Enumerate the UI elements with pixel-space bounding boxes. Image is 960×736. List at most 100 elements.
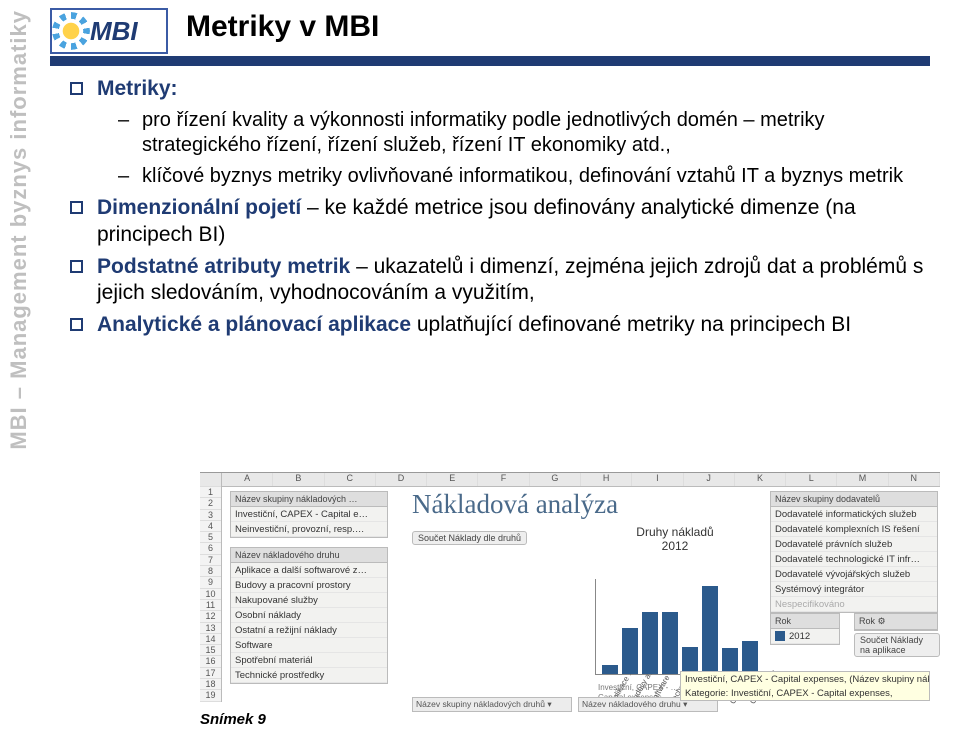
row-number: 14	[200, 634, 221, 645]
slicer-cost-group[interactable]: Název skupiny nákladových … Investiční, …	[230, 491, 388, 538]
row-number: 19	[200, 690, 221, 701]
slicer-cost-type[interactable]: Název nákladového druhu Aplikace a další…	[230, 547, 388, 684]
bullet-label: Metriky:	[97, 76, 178, 102]
square-bullet-icon	[70, 260, 83, 273]
slicer-item[interactable]: Budovy a pracovní prostory	[231, 578, 387, 593]
chart-tooltip: Investiční, CAPEX - Capital expenses, (N…	[680, 671, 930, 701]
dash-icon: –	[118, 108, 132, 158]
slicer-item[interactable]: Systémový integrátor	[771, 582, 937, 597]
dash-icon: –	[118, 164, 132, 189]
slicer-year[interactable]: Rok 2012	[770, 613, 840, 645]
row-number: 5	[200, 532, 221, 543]
row-number: 11	[200, 600, 221, 611]
bullet-analyticke: Analytické a plánovací aplikace uplatňuj…	[70, 312, 930, 338]
row-number: 4	[200, 521, 221, 532]
sun-icon	[56, 16, 86, 46]
slicer-item[interactable]: 2012	[771, 629, 839, 644]
sub-bullet-text: klíčové byznys metriky ovlivňované infor…	[142, 164, 903, 189]
mbi-logo: MBI	[50, 8, 168, 54]
slicer-item[interactable]: Dodavatelé vývojářských služeb	[771, 567, 937, 582]
slicer-suppliers[interactable]: Název skupiny dodavatelů Dodavatelé info…	[770, 491, 938, 613]
bullet-text: Dimenzionální pojetí – ke každé metrice …	[97, 195, 930, 248]
bullet-rest: uplatňující definované metriky na princi…	[411, 313, 851, 336]
slicer-item[interactable]: Ostatní a režijní náklady	[231, 623, 387, 638]
bullet-highlight: Analytické a plánovací aplikace	[97, 313, 411, 336]
column-letter: G	[530, 473, 581, 486]
analysis-title: Nákladová analýza	[412, 489, 618, 520]
sidebar-vertical-label: MBI – Management byznys informatiky	[6, 10, 32, 450]
column-letter: I	[632, 473, 683, 486]
column-letter: E	[427, 473, 478, 486]
column-letter: A	[222, 473, 273, 486]
logo-text: MBI	[90, 16, 138, 47]
bullet-dimenzionalni: Dimenzionální pojetí – ke každé metrice …	[70, 195, 930, 248]
slicer-item[interactable]: Spotřební materiál	[231, 653, 387, 668]
bullet-metriky: Metriky:	[70, 76, 930, 102]
row-number: 16	[200, 656, 221, 667]
row-number: 18	[200, 679, 221, 690]
chart-bar	[622, 628, 638, 674]
column-letter: D	[376, 473, 427, 486]
bullet-text: Podstatné atributy metrik – ukazatelů i …	[97, 254, 930, 307]
measure-pill[interactable]: Součet Náklady dle druhů	[412, 531, 527, 545]
excel-column-headers: ABCDEFGHIJKLMN	[222, 473, 940, 487]
bar-chart: Aplikace …Budovy a…SoftwareTechnick…Budo…	[595, 579, 767, 675]
year-settings[interactable]: Rok ⚙	[854, 613, 938, 631]
excel-row-numbers: 12345678910111213141516171819	[200, 473, 222, 702]
chart-title: Druhy nákladů2012	[610, 525, 740, 553]
excel-screenshot: 12345678910111213141516171819 ABCDEFGHIJ…	[200, 472, 940, 702]
slide-number: Snímek 9	[200, 711, 266, 728]
row-number: 15	[200, 645, 221, 656]
square-bullet-icon	[70, 82, 83, 95]
bullet-highlight: Dimenzionální pojetí	[97, 196, 301, 219]
square-bullet-icon	[70, 318, 83, 331]
measure-pill-2[interactable]: Součet Náklady na aplikace	[854, 633, 940, 657]
slicer-item[interactable]: Dodavatelé technologické IT infr…	[771, 552, 937, 567]
column-letter: J	[684, 473, 735, 486]
chart-bar	[602, 665, 618, 674]
row-number: 17	[200, 668, 221, 679]
slicer-item[interactable]: Nakupované služby	[231, 593, 387, 608]
slicer-item[interactable]: Nespecifikováno	[771, 597, 937, 612]
filter-cost-group[interactable]: Název skupiny nákladových druhů ▾	[412, 697, 572, 712]
column-letter: M	[837, 473, 888, 486]
slicer-item[interactable]: Technické prostředky	[231, 668, 387, 683]
row-number: 12	[200, 611, 221, 622]
row-number: 10	[200, 589, 221, 600]
bullet-text: Analytické a plánovací aplikace uplatňuj…	[97, 312, 851, 338]
slicer-header: Název nákladového druhu	[231, 548, 387, 563]
square-bullet-icon	[70, 201, 83, 214]
tooltip-line: Kategorie: Investiční, CAPEX - Capital e…	[681, 686, 929, 700]
slicer-item[interactable]: Investiční, CAPEX - Capital e…	[231, 507, 387, 522]
slicer-item[interactable]: Software	[231, 638, 387, 653]
chart-bar	[662, 612, 678, 674]
title-underline	[50, 56, 930, 66]
column-letter: C	[325, 473, 376, 486]
slicer-item[interactable]: Aplikace a další softwarové z…	[231, 563, 387, 578]
slicer-item[interactable]: Dodavatelé informatických služeb	[771, 507, 937, 522]
column-letter: B	[273, 473, 324, 486]
column-letter: F	[478, 473, 529, 486]
row-number: 6	[200, 543, 221, 554]
slicer-header: Název skupiny dodavatelů	[771, 492, 937, 507]
chart-bar	[642, 612, 658, 674]
row-number: 13	[200, 623, 221, 634]
column-letter: K	[735, 473, 786, 486]
row-number: 2	[200, 498, 221, 509]
chart-bar	[682, 647, 698, 675]
sub-bullet-1: – pro řízení kvality a výkonnosti inform…	[118, 108, 930, 158]
sub-bullet-text: pro řízení kvality a výkonnosti informat…	[142, 108, 930, 158]
slicer-item[interactable]: Osobní náklady	[231, 608, 387, 623]
sub-bullet-2: – klíčové byznys metriky ovlivňované inf…	[118, 164, 930, 189]
row-number: 9	[200, 577, 221, 588]
slicer-item[interactable]: Neinvestiční, provozní, resp.…	[231, 522, 387, 537]
xaxis-group-1: Investiční, CAPEX - …	[598, 683, 678, 692]
slicer-item[interactable]: Dodavatelé komplexních IS řešení	[771, 522, 937, 537]
column-letter: H	[581, 473, 632, 486]
column-letter: L	[786, 473, 837, 486]
row-number: 3	[200, 510, 221, 521]
slicer-item[interactable]: Dodavatelé právních služeb	[771, 537, 937, 552]
row-number: 1	[200, 487, 221, 498]
slide-title: Metriky v MBI	[186, 10, 379, 44]
slicer-header: Rok	[771, 614, 839, 629]
